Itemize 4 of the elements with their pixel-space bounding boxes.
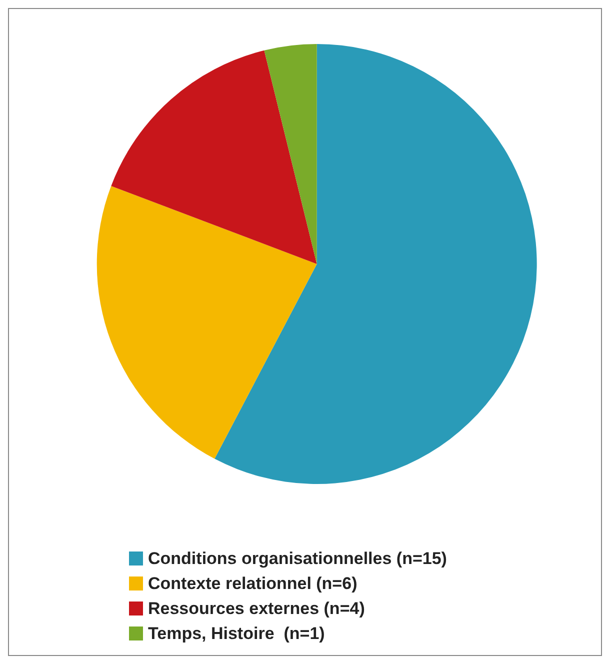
legend-label: Ressources externes (n=4) xyxy=(148,599,365,618)
legend-label: Temps, Histoire (n=1) xyxy=(148,624,325,643)
legend-label: Conditions organisationnelles (n=15) xyxy=(148,549,447,568)
legend-label: Contexte relationnel (n=6) xyxy=(148,574,358,593)
